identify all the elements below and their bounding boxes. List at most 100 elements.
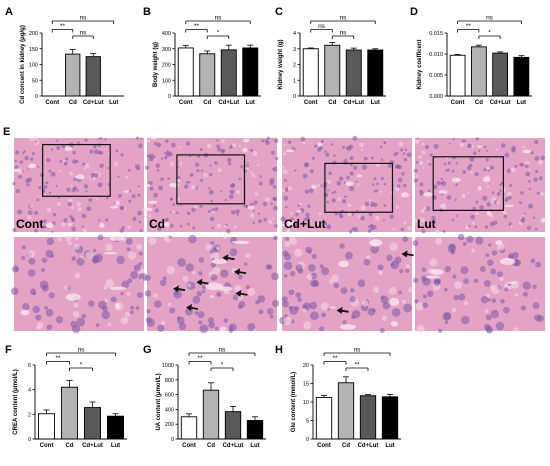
tissue-nucleus [486, 166, 490, 170]
tissue-nucleus [363, 156, 368, 161]
tissue-nucleus [130, 310, 134, 315]
bar-cd-lut [83, 407, 101, 440]
tissue-nucleus [447, 243, 457, 253]
tubule-lumen [339, 324, 357, 330]
tissue-nucleus [495, 321, 505, 331]
tissue-nucleus [166, 265, 176, 275]
tubule-lumen [338, 260, 349, 268]
tissue-nucleus [375, 161, 381, 167]
tissue-nucleus [307, 263, 316, 272]
tissue-nucleus [328, 171, 333, 176]
tissue-nucleus [423, 206, 427, 211]
tissue-nucleus [382, 219, 385, 222]
tissue-nucleus [317, 221, 321, 225]
tissue-nucleus [417, 220, 421, 223]
significance-label: ** [60, 23, 66, 30]
tissue-nucleus [486, 201, 491, 207]
tissue-nucleus [444, 287, 448, 292]
tissue-nucleus [250, 171, 253, 174]
tissue-nucleus [399, 269, 404, 274]
tubule-lumen [109, 286, 127, 291]
tissue-nucleus [452, 137, 455, 141]
tissue-nucleus [344, 195, 347, 199]
y-axis-label: Glu content (mmol/L) [291, 372, 297, 432]
tissue-nucleus [433, 143, 439, 149]
y-tick-label: 0 [306, 437, 309, 443]
tubule-lumen [486, 210, 492, 216]
tubule-lumen [45, 222, 54, 229]
tissue-nucleus [396, 151, 399, 155]
tissue-nucleus [153, 192, 159, 198]
tissue-nucleus [309, 169, 314, 174]
tissue-nucleus [209, 164, 212, 167]
y-axis-label: Cd concent in kidney (μg/g) [20, 25, 26, 104]
tissue-nucleus [88, 198, 93, 202]
tissue-nucleus [395, 205, 400, 209]
tissue-nucleus [163, 156, 168, 160]
x-tick-label: Cont [451, 100, 465, 106]
y-tick-label: 100 [162, 78, 171, 84]
tissue-nucleus [337, 197, 341, 201]
tissue-nucleus [305, 212, 310, 217]
tubule-lumen [423, 192, 433, 197]
tissue-nucleus [255, 300, 260, 305]
tissue-nucleus [188, 181, 191, 184]
tissue-nucleus [344, 251, 353, 260]
tissue-nucleus [534, 139, 539, 144]
tissue-nucleus [357, 279, 366, 288]
tissue-nucleus [454, 281, 462, 289]
tissue-nucleus [269, 180, 274, 186]
tissue-nucleus [223, 225, 227, 228]
tubule-lumen [400, 192, 409, 198]
tissue-nucleus [444, 265, 452, 273]
bar-cd-lut [85, 56, 101, 97]
tissue-nucleus [327, 179, 332, 184]
tissue-nucleus [326, 224, 332, 230]
tubule-lumen [495, 240, 503, 246]
tissue-nucleus [216, 144, 221, 149]
tissue-nucleus [535, 169, 539, 173]
bar-cd [470, 46, 487, 97]
tissue-nucleus [27, 250, 35, 258]
tissue-nucleus [294, 169, 297, 172]
tissue-nucleus [274, 224, 278, 228]
tissue-nucleus [97, 234, 104, 241]
tissue-nucleus [252, 221, 256, 225]
tissue-nucleus [387, 163, 393, 168]
bar-cd-lut [220, 49, 237, 97]
tissue-nucleus [289, 236, 298, 245]
y-tick-label: 4 [293, 31, 296, 37]
tissue-nucleus [455, 183, 458, 187]
tissue-nucleus [502, 209, 508, 215]
y-axis-label: Kidney coefficent [417, 39, 423, 89]
tissue-nucleus [171, 142, 176, 148]
tissue-nucleus [229, 248, 238, 257]
tissue-nucleus [208, 321, 215, 329]
tissue-nucleus [360, 205, 366, 211]
tissue-nucleus [176, 211, 179, 214]
tissue-nucleus [136, 292, 143, 298]
tissue-nucleus [400, 148, 404, 152]
tissue-nucleus [460, 266, 469, 275]
tissue-nucleus [71, 226, 77, 232]
lesion-arrow-head [401, 250, 408, 258]
tubule-lumen [115, 200, 120, 206]
tissue-nucleus [474, 225, 478, 229]
tissue-nucleus [199, 324, 209, 334]
tissue-nucleus [25, 178, 30, 183]
tissue-nucleus [82, 229, 87, 234]
tissue-nucleus [355, 180, 358, 183]
tubule-lumen [482, 177, 491, 183]
tissue-nucleus [46, 324, 53, 331]
tissue-nucleus [280, 216, 286, 222]
tissue-nucleus [126, 247, 131, 252]
tissue-nucleus [154, 300, 162, 308]
significance-label: ** [55, 355, 61, 362]
tissue-nucleus [269, 314, 274, 319]
tissue-nucleus [532, 216, 536, 219]
tissue-nucleus [99, 163, 104, 169]
tissue-nucleus [263, 217, 268, 222]
tissue-nucleus [55, 316, 64, 324]
tissue-nucleus [503, 214, 508, 219]
